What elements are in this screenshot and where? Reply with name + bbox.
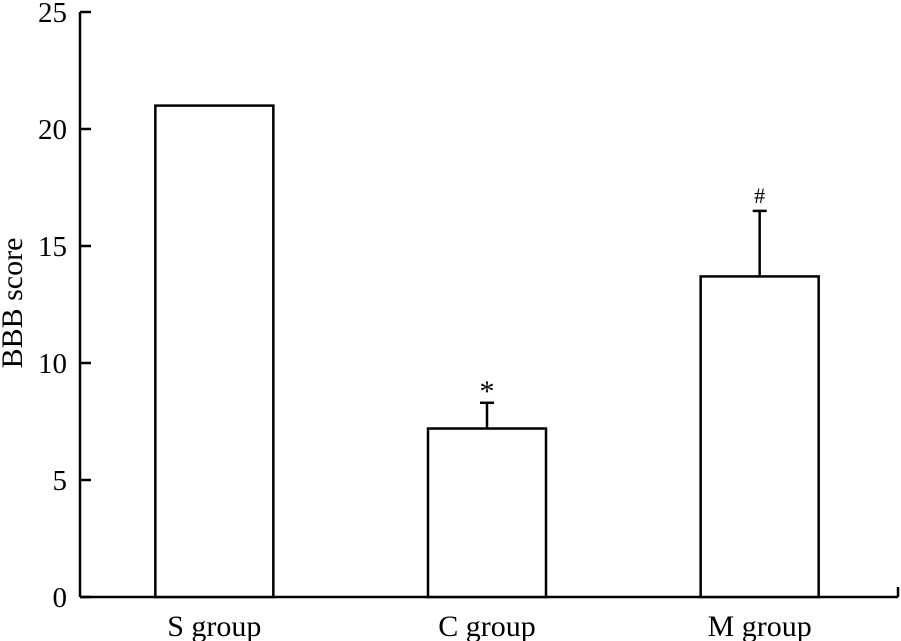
y-tick-label: 20 bbox=[38, 114, 67, 146]
y-axis: 0 5 10 15 20 25 bbox=[38, 0, 91, 614]
x-tick-label: S group bbox=[167, 610, 261, 641]
bar bbox=[426, 427, 548, 599]
y-tick-label: 5 bbox=[53, 465, 68, 497]
y-tick-label: 15 bbox=[38, 231, 67, 263]
significance-marker: # bbox=[754, 183, 765, 208]
y-tick-label: 0 bbox=[53, 582, 68, 614]
y-tick-label: 10 bbox=[38, 348, 67, 380]
significance-marker: * bbox=[480, 375, 495, 408]
y-tick-label: 25 bbox=[38, 0, 67, 29]
bar bbox=[154, 104, 275, 599]
bar bbox=[699, 275, 820, 599]
y-axis-label: BBB score bbox=[0, 238, 29, 369]
bars: *# bbox=[154, 104, 820, 599]
x-axis: S group C group M group bbox=[80, 587, 900, 641]
x-tick-label: M group bbox=[708, 610, 812, 641]
x-tick-label: C group bbox=[438, 610, 536, 641]
